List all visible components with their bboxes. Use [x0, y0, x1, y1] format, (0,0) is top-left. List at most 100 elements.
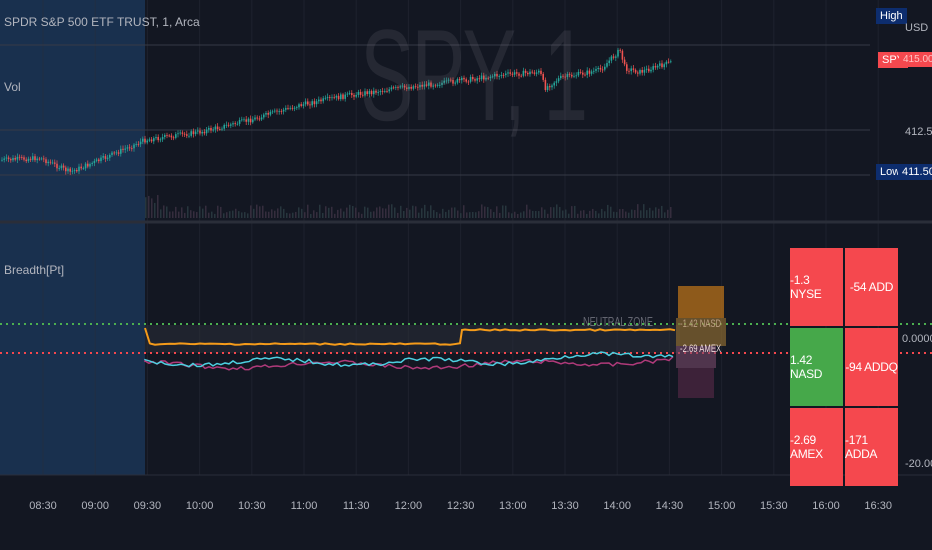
time-axis-label: 09:00	[81, 500, 109, 512]
candle-body	[203, 131, 206, 134]
volume-bar	[556, 204, 558, 218]
volume-bar	[322, 212, 324, 218]
volume-bar	[526, 204, 528, 218]
candle-body	[386, 91, 388, 92]
breadth-indicator-title[interactable]: Breadth[Pt]	[4, 263, 65, 277]
volume-bar	[649, 207, 651, 218]
candle-body	[428, 82, 430, 86]
candle-body	[113, 152, 115, 154]
candle-body	[452, 79, 454, 84]
volume-bar	[253, 208, 255, 218]
candle-body	[234, 123, 236, 124]
volume-bar	[391, 204, 393, 218]
volume-bar	[601, 208, 603, 218]
candle-body	[289, 107, 291, 109]
candle-body	[278, 111, 280, 112]
volume-bar	[277, 208, 279, 218]
candle-body	[342, 94, 344, 99]
candle-body	[513, 72, 516, 75]
candle-body	[465, 79, 467, 82]
neutral-zone-label: NEUTRAL ZONE	[583, 314, 653, 329]
candle-body	[579, 71, 582, 73]
breadth-nyse-cell: -1.3 NYSE	[790, 248, 843, 326]
candle-body	[197, 130, 199, 132]
volume-bar	[232, 210, 234, 218]
volume-bar	[382, 208, 384, 218]
candle-body	[14, 158, 16, 160]
candle-body	[137, 144, 140, 145]
volume-bar	[415, 206, 417, 218]
candle-body	[80, 166, 82, 169]
candle-body	[181, 132, 184, 134]
symbol-title[interactable]: SPDR S&P 500 ETF TRUST, 1, Arca	[4, 15, 200, 29]
candle-body	[549, 86, 551, 88]
volume-bar	[412, 205, 414, 218]
candle-body	[309, 104, 311, 106]
candle-body	[557, 78, 560, 82]
candle-body	[527, 72, 529, 75]
volume-bar	[439, 213, 441, 218]
candle-body	[588, 70, 591, 74]
volume-bar	[481, 204, 483, 218]
candle-body	[159, 139, 162, 141]
candle-body	[623, 59, 626, 65]
candle-body	[590, 71, 593, 74]
candle-body	[463, 77, 465, 80]
volume-bar	[565, 209, 567, 218]
candle-body	[172, 137, 175, 139]
volume-bar	[643, 204, 645, 218]
candle-body	[302, 104, 305, 106]
volume-bar	[496, 206, 498, 218]
candle-body	[106, 157, 109, 159]
candle-body	[564, 76, 566, 78]
candle-body	[45, 159, 47, 164]
candle-body	[573, 75, 575, 77]
candle-body	[274, 110, 276, 112]
volume-bar	[202, 208, 204, 218]
candle-body	[511, 73, 514, 75]
volume-bar	[340, 208, 342, 218]
candle-body	[300, 104, 302, 106]
candle-body	[568, 74, 571, 75]
volume-bar	[319, 204, 321, 218]
candle-body	[395, 86, 397, 88]
candle-body	[522, 70, 525, 76]
volume-bar	[244, 212, 246, 218]
volume-bar	[613, 211, 615, 218]
volume-legend[interactable]: Vol	[4, 80, 21, 94]
volume-bar	[193, 211, 195, 218]
candle-body	[210, 128, 212, 131]
breadth-line-nasd	[144, 351, 674, 368]
candle-body	[324, 97, 327, 99]
volume-bar	[433, 210, 435, 218]
overlay-box-brown	[676, 318, 726, 346]
volume-bar	[631, 209, 633, 218]
volume-bar	[334, 213, 336, 218]
candle-body	[36, 158, 38, 161]
candle-body	[148, 139, 151, 141]
candle-body	[236, 123, 239, 125]
volume-bar	[331, 206, 333, 218]
candle-body	[637, 72, 639, 74]
candle-body	[388, 89, 390, 92]
candle-body	[454, 82, 456, 84]
candle-body	[40, 158, 43, 160]
currency-label[interactable]: USD	[905, 22, 929, 34]
candle-body	[480, 75, 483, 80]
candle-body	[153, 138, 155, 142]
candle-body	[445, 80, 448, 82]
candle-body	[571, 74, 573, 77]
volume-bar	[430, 205, 432, 218]
candle-body	[406, 87, 408, 89]
volume-bar	[670, 206, 672, 218]
breadth-adda-cell: -171 ADDA	[845, 408, 898, 486]
volume-bar	[283, 208, 285, 218]
volume-bar	[424, 204, 426, 218]
volume-bar	[148, 195, 150, 218]
volume-bar	[661, 205, 663, 218]
candle-body	[555, 81, 558, 83]
candle-body	[652, 66, 654, 70]
candle-body	[553, 82, 555, 86]
candle-body	[586, 70, 588, 75]
